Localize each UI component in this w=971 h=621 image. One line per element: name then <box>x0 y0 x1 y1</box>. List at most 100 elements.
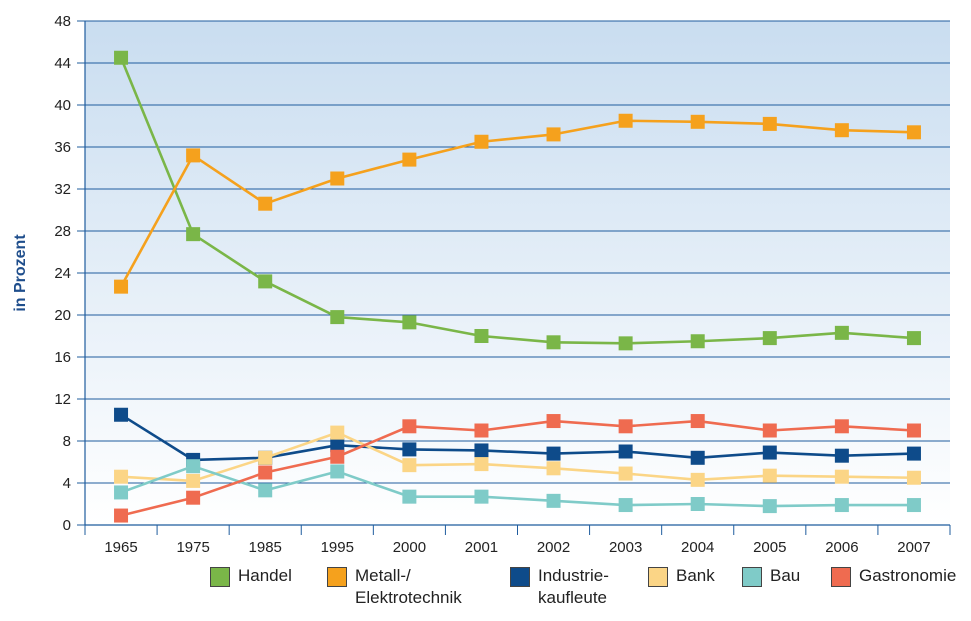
data-point <box>546 335 561 350</box>
data-point <box>834 419 849 434</box>
x-tick-label: 2003 <box>609 539 642 556</box>
y-tick-label: 28 <box>54 223 71 240</box>
data-point <box>690 414 705 429</box>
data-point <box>546 414 561 429</box>
data-point <box>474 457 489 472</box>
data-point <box>402 315 417 330</box>
data-point <box>114 407 129 422</box>
series-line <box>120 413 914 462</box>
data-point <box>330 449 345 464</box>
x-tick-label: 2002 <box>537 539 570 556</box>
legend-item: Gastronomie <box>831 565 956 587</box>
series <box>114 50 921 351</box>
y-tick-label: 40 <box>54 97 71 114</box>
data-point <box>114 469 129 484</box>
data-point <box>618 444 633 459</box>
data-point <box>762 116 777 131</box>
y-tick-label: 48 <box>54 13 71 30</box>
data-point <box>474 329 489 343</box>
data-point <box>330 310 345 325</box>
legend-item: Bank <box>648 565 715 587</box>
x-tick-label: 2006 <box>825 539 858 556</box>
data-point <box>690 497 705 511</box>
data-point <box>402 458 417 473</box>
y-tick-label: 32 <box>54 181 71 198</box>
data-point <box>906 423 921 438</box>
legend-label: Gastronomie <box>859 566 957 585</box>
data-point <box>618 419 633 434</box>
data-point <box>330 464 345 479</box>
data-point <box>330 171 345 186</box>
series-line <box>120 431 914 483</box>
data-point <box>618 498 633 513</box>
legend-swatch <box>510 567 530 587</box>
y-tick-label: 4 <box>63 475 71 492</box>
data-point <box>690 472 705 487</box>
legend-label: Handel <box>238 566 292 585</box>
series <box>114 459 921 514</box>
legend-label: Bau <box>770 566 801 585</box>
y-tick-label: 16 <box>54 349 71 366</box>
x-tick-label: 2001 <box>465 539 498 556</box>
y-tick-label: 44 <box>54 55 71 72</box>
data-point <box>690 114 705 129</box>
series <box>114 113 921 294</box>
data-point <box>906 125 921 140</box>
data-point <box>186 459 201 474</box>
legend: Handel Metall-/ Elektrotechnik Industrie- … <box>0 565 971 621</box>
data-point <box>690 334 705 349</box>
y-tick-label: 12 <box>54 391 71 408</box>
data-point <box>186 490 201 505</box>
legend-label: Industrie- kaufleute <box>538 566 609 607</box>
data-point <box>114 485 129 500</box>
data-point <box>114 279 129 294</box>
data-point <box>834 123 849 138</box>
x-tick-label: 2000 <box>393 539 426 556</box>
legend-item: Handel <box>210 565 292 587</box>
legend-swatch <box>831 567 851 587</box>
legend-label: Metall-/ Elektrotechnik <box>355 566 462 607</box>
data-point <box>402 152 417 167</box>
legend-swatch <box>648 567 668 587</box>
legend-swatch <box>327 567 347 587</box>
x-axis: 1965 1975 1985 1995 2000 2001 2002 2003 2004 2005… <box>84 524 951 556</box>
data-point <box>762 423 777 438</box>
legend-swatch <box>742 567 762 587</box>
data-point <box>330 438 345 453</box>
data-point <box>834 448 849 463</box>
data-point <box>906 470 921 485</box>
legend-swatch <box>210 567 230 587</box>
y-axis-title: in Prozent <box>12 234 29 312</box>
series-line <box>119 57 915 345</box>
data-point <box>186 227 201 242</box>
series-group <box>114 50 921 523</box>
legend-item: Metall-/ Elektrotechnik <box>327 565 462 609</box>
data-point <box>762 468 777 483</box>
data-point <box>474 134 489 149</box>
data-point <box>258 274 273 289</box>
legend-item: Bau <box>742 565 800 587</box>
data-point <box>258 450 273 465</box>
data-point <box>762 331 777 346</box>
data-point <box>186 473 201 488</box>
data-point <box>546 461 561 476</box>
data-point <box>474 489 489 504</box>
data-point <box>114 508 129 523</box>
data-point <box>618 113 633 128</box>
data-point <box>834 325 849 340</box>
data-point <box>834 469 849 484</box>
data-point <box>330 425 345 440</box>
x-tick-label: 1965 <box>104 539 137 556</box>
data-point <box>618 466 633 481</box>
y-tick-label: 8 <box>63 433 71 450</box>
data-point <box>186 148 201 163</box>
data-point <box>114 50 129 65</box>
data-point <box>906 446 921 461</box>
y-tick-label: 36 <box>54 139 71 156</box>
x-tick-label: 1975 <box>176 539 209 556</box>
legend-item: Industrie- kaufleute <box>510 565 609 609</box>
y-tick-label: 20 <box>54 307 71 324</box>
data-point <box>546 127 561 142</box>
data-point <box>402 489 417 504</box>
